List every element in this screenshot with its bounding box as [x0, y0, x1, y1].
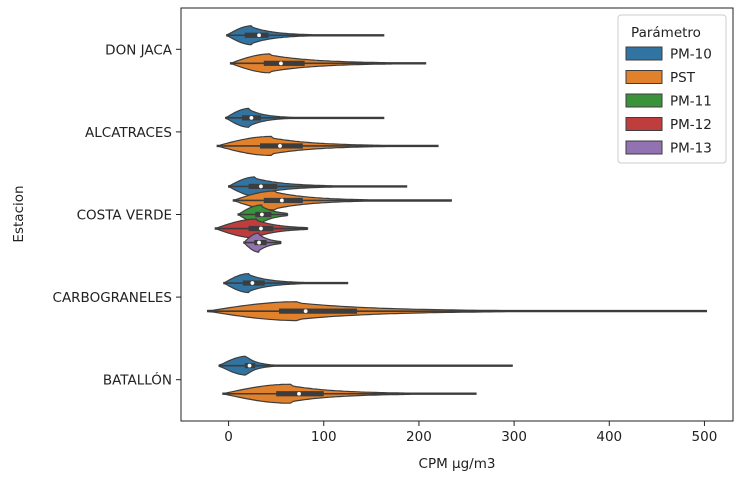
- legend-label-pst: PST: [670, 70, 696, 86]
- y-tick-label-costa-verde: COSTA VERDE: [77, 208, 172, 224]
- violin-don-jaca-pm-10-median: [257, 33, 261, 38]
- legend-entries: PM-10 PST PM-11 PM-12 PM-13: [625, 46, 712, 157]
- violin-batallon-pm-10-median: [247, 363, 252, 368]
- legend-swatch-pm-12: [625, 117, 663, 131]
- legend-label-pm-11: PM-11: [670, 94, 712, 110]
- violin-costa-verde-pm-10-iqr: [248, 183, 278, 190]
- x-tick-label: 400: [596, 429, 622, 445]
- violin-don-jaca-pst-median: [279, 61, 283, 66]
- violin-batallon-pst-median: [297, 391, 301, 396]
- legend-label-pm-12: PM-12: [670, 117, 712, 133]
- x-tick-label: 300: [501, 429, 527, 445]
- y-tick-label-don-jaca: DON JACA: [105, 42, 173, 58]
- violin-layer: [207, 25, 707, 404]
- violin-don-jaca-pm-10-iqr: [244, 32, 269, 38]
- legend-label-pm-13: PM-13: [670, 141, 712, 157]
- x-axis-ticks: 0 100 200 300 400 500: [224, 421, 717, 445]
- x-tick-label: 100: [311, 429, 337, 445]
- violin-alcatraces-pm-10-median: [249, 115, 254, 120]
- legend-swatch-pm-11: [625, 93, 663, 108]
- legend-swatch-pst: [625, 70, 663, 84]
- legend: Parámetro PM-10 PST PM-11 PM-12 PM-13: [617, 14, 727, 164]
- legend-swatch-pm-10: [625, 46, 663, 61]
- legend-swatch-pm-13: [625, 140, 663, 155]
- legend-title: Parámetro: [631, 25, 701, 41]
- y-tick-label-carbograneles: CARBOGRANELES: [53, 290, 172, 306]
- violin-carbograneles-pm-10-median: [250, 281, 255, 285]
- x-tick-label: 200: [406, 429, 432, 445]
- y-tick-label-batallon: BATALLÓN: [103, 371, 172, 389]
- violin-costa-verde-pst-median: [279, 198, 284, 203]
- violin-costa-verde-pm-11-median: [259, 212, 264, 217]
- legend-label-pm-10: PM-10: [670, 47, 712, 63]
- violin-costa-verde-pm-12-median: [259, 226, 263, 231]
- x-tick-label: 500: [692, 429, 718, 445]
- y-axis-label: Estacion: [11, 185, 27, 242]
- violin-alcatraces-pst-median: [278, 144, 282, 148]
- y-tick-label-alcatraces: ALCATRACES: [85, 125, 172, 141]
- violin-carbograneles-pst-median: [303, 309, 308, 314]
- x-axis-label: CPM µg/m3: [419, 456, 496, 472]
- y-axis-ticks: DON JACA ALCATRACES COSTA VERDE CARBOGRANEL…: [53, 42, 181, 389]
- x-tick-label: 0: [224, 429, 233, 445]
- violin-carbograneles-pst-iqr: [279, 308, 358, 314]
- violin-costa-verde-pm-10-median: [259, 184, 263, 189]
- violin-costa-verde-pm-13-median: [257, 240, 261, 245]
- violin-don-jaca-pst-iqr: [263, 60, 305, 66]
